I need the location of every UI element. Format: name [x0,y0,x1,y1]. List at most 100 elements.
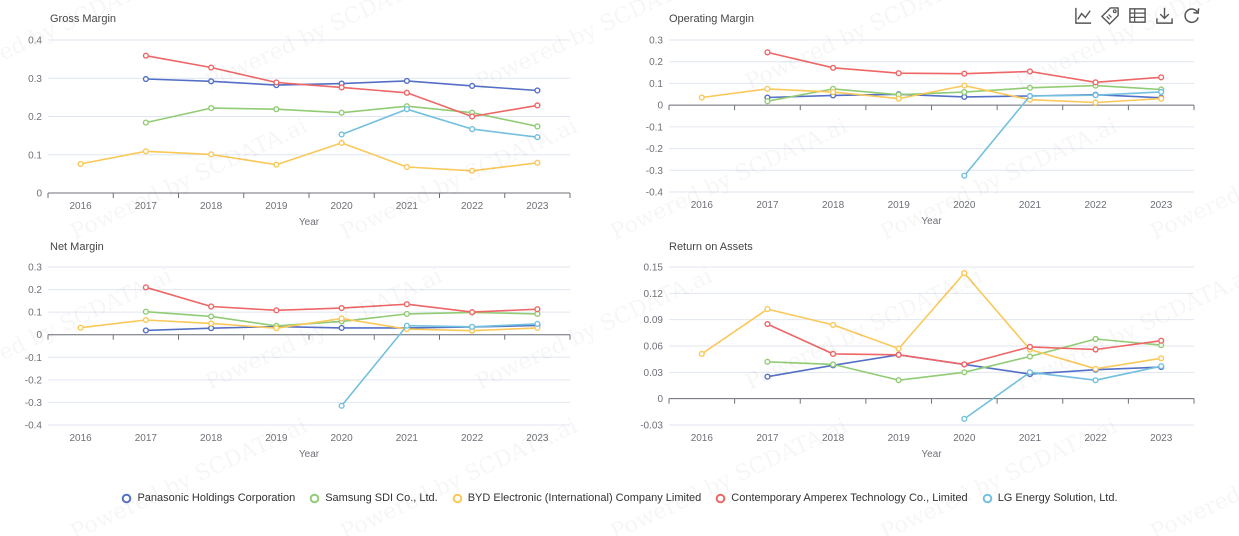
data-point[interactable] [208,151,215,158]
legend-item-byd-electronic-international-company-limited[interactable]: BYD Electronic (International) Company L… [452,492,701,504]
data-point[interactable] [403,310,410,318]
data-point[interactable] [1158,74,1165,81]
data-point[interactable] [1092,365,1099,372]
data-point[interactable] [469,309,476,316]
data-point[interactable] [764,85,771,92]
data-point[interactable] [142,316,149,324]
data-point[interactable] [403,106,410,113]
data-point[interactable] [142,308,149,315]
data-point[interactable] [338,324,345,332]
data-point[interactable] [961,82,968,89]
data-point[interactable] [534,320,541,327]
data-point[interactable] [698,350,705,358]
data-point[interactable] [829,64,837,71]
restore-icon[interactable] [1182,6,1201,25]
data-point[interactable] [1092,377,1099,384]
data-point[interactable] [338,304,345,312]
data-point[interactable] [403,301,410,308]
data-point[interactable] [1158,355,1165,362]
data-point[interactable] [403,163,410,171]
data-point[interactable] [764,320,771,328]
data-point[interactable] [961,172,968,179]
data-point[interactable] [77,324,84,331]
legend-item-samsung-sdi-co-ltd[interactable]: Samsung SDI Co., Ltd. [309,492,438,504]
data-view-icon[interactable] [1128,6,1147,25]
data-point[interactable] [273,106,280,113]
data-point[interactable] [273,79,280,86]
data-point[interactable] [142,327,149,334]
data-point[interactable] [469,126,476,133]
data-point[interactable] [534,159,541,166]
data-point[interactable] [1026,84,1034,91]
data-point[interactable] [961,361,968,368]
data-point[interactable] [961,70,968,77]
data-point[interactable] [273,307,280,314]
data-point[interactable] [469,167,476,174]
data-point[interactable] [1092,99,1099,106]
tag-icon[interactable] [1101,6,1120,25]
data-point[interactable] [961,89,968,96]
data-point[interactable] [895,70,902,77]
data-point[interactable] [764,358,771,365]
data-point[interactable] [403,322,410,329]
data-point[interactable] [403,77,410,85]
data-point[interactable] [1092,92,1099,99]
data-point[interactable] [829,89,837,96]
data-point[interactable] [1026,353,1034,360]
data-point[interactable] [142,119,149,126]
data-point[interactable] [142,52,149,59]
legend-item-panasonic-holdings-corporation[interactable]: Panasonic Holdings Corporation [121,492,295,504]
data-point[interactable] [534,102,541,109]
data-point[interactable] [77,160,84,168]
data-point[interactable] [764,49,771,56]
data-point[interactable] [142,148,149,155]
data-point[interactable] [534,134,541,141]
data-point[interactable] [961,415,968,422]
data-point[interactable] [764,98,771,105]
data-point[interactable] [273,161,280,168]
data-point[interactable] [961,369,968,376]
data-point[interactable] [895,377,902,384]
data-point[interactable] [469,323,476,330]
data-point[interactable] [338,315,345,322]
data-point[interactable] [273,325,280,332]
download-icon[interactable] [1155,6,1174,25]
data-point[interactable] [338,402,345,409]
data-point[interactable] [469,82,476,90]
data-point[interactable] [1158,337,1165,344]
data-point[interactable] [1158,363,1165,370]
legend-item-lg-energy-solution-ltd[interactable]: LG Energy Solution, Ltd. [982,492,1118,504]
data-point[interactable] [338,131,345,138]
data-point[interactable] [1092,335,1099,343]
data-point[interactable] [698,94,705,101]
data-point[interactable] [142,284,149,291]
data-point[interactable] [208,64,215,71]
data-point[interactable] [1092,79,1099,86]
data-point[interactable] [338,139,345,146]
data-point[interactable] [534,123,541,130]
data-point[interactable] [403,89,410,96]
data-point[interactable] [895,345,902,352]
data-point[interactable] [1026,369,1034,376]
data-point[interactable] [534,306,541,313]
data-point[interactable] [534,87,541,94]
data-point[interactable] [208,303,215,310]
data-point[interactable] [208,320,215,327]
data-point[interactable] [829,321,837,329]
data-point[interactable] [1026,68,1034,75]
data-point[interactable] [1092,346,1099,353]
data-point[interactable] [208,78,215,85]
data-point[interactable] [338,84,345,91]
data-point[interactable] [338,109,345,116]
data-point[interactable] [208,313,215,320]
data-point[interactable] [1026,92,1034,100]
data-point[interactable] [1158,88,1165,95]
data-point[interactable] [142,75,149,83]
data-point[interactable] [829,361,837,368]
data-point[interactable] [208,104,215,112]
data-point[interactable] [1158,95,1165,102]
data-point[interactable] [829,350,837,358]
legend-item-contemporary-amperex-technology-co-limited[interactable]: Contemporary Amperex Technology Co., Lim… [715,492,968,504]
data-point[interactable] [764,373,771,380]
data-point[interactable] [1026,343,1034,350]
